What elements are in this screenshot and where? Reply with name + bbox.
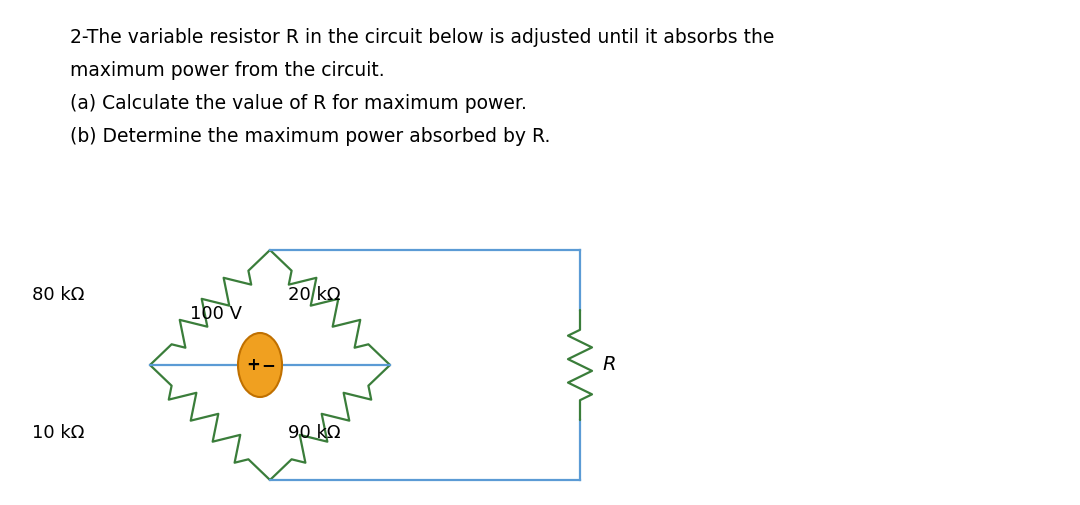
Text: 2-The variable resistor R in the circuit below is adjusted until it absorbs the: 2-The variable resistor R in the circuit… xyxy=(70,28,774,47)
Text: 100 V: 100 V xyxy=(190,305,242,323)
Text: R: R xyxy=(602,356,616,375)
Text: (b) Determine the maximum power absorbed by R.: (b) Determine the maximum power absorbed… xyxy=(70,127,551,146)
Text: +: + xyxy=(246,356,260,374)
Text: (a) Calculate the value of R for maximum power.: (a) Calculate the value of R for maximum… xyxy=(70,94,527,113)
Text: maximum power from the circuit.: maximum power from the circuit. xyxy=(70,61,384,80)
Text: 20 kΩ: 20 kΩ xyxy=(288,286,340,304)
Text: 80 kΩ: 80 kΩ xyxy=(32,286,84,304)
Text: 90 kΩ: 90 kΩ xyxy=(288,424,340,442)
Ellipse shape xyxy=(238,333,282,397)
Text: 10 kΩ: 10 kΩ xyxy=(32,424,84,442)
Text: −: − xyxy=(261,356,275,374)
